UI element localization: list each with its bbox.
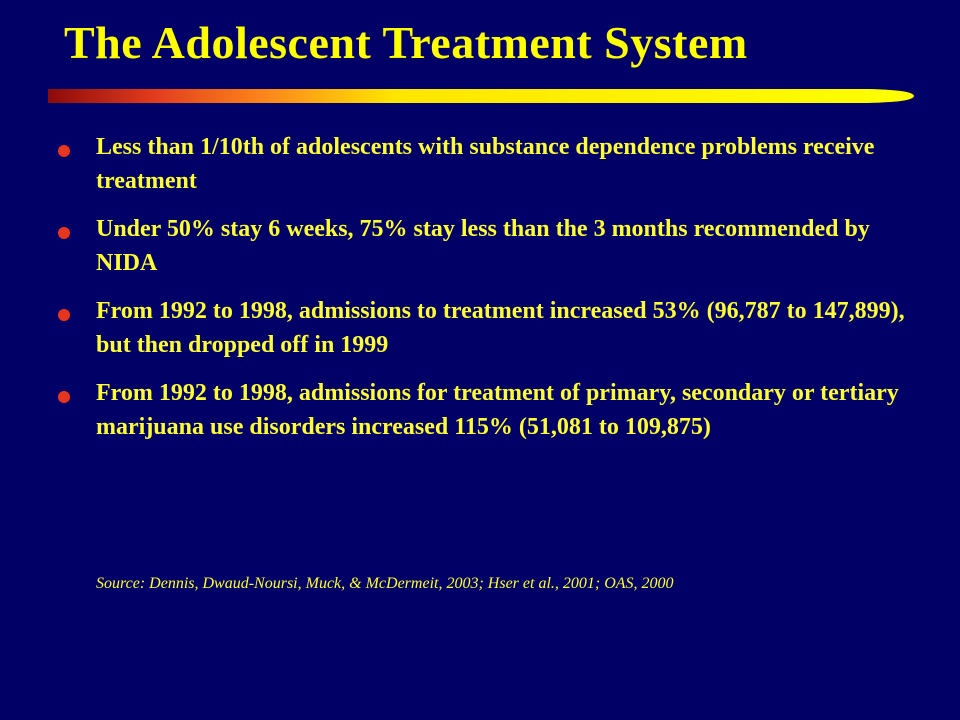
source-citation: Source: Dennis, Dwaud-Noursi, Muck, & Mc… <box>96 575 674 592</box>
bullet-dot-icon <box>58 227 70 239</box>
title-underline-bar <box>48 89 914 103</box>
bullet-item: From 1992 to 1998, admissions for treatm… <box>58 376 918 444</box>
bullet-dot-icon <box>58 391 70 403</box>
bullet-text: Under 50% stay 6 weeks, 75% stay less th… <box>96 216 870 276</box>
bullet-item: Less than 1/10th of adolescents with sub… <box>58 130 918 198</box>
bullet-text: From 1992 to 1998, admissions for treatm… <box>96 380 899 440</box>
bullet-list: Less than 1/10th of adolescents with sub… <box>58 130 918 458</box>
bullet-text: Less than 1/10th of adolescents with sub… <box>96 134 875 194</box>
slide-title: The Adolescent Treatment System <box>64 17 748 68</box>
bullet-dot-icon <box>58 309 70 321</box>
bullet-item: Under 50% stay 6 weeks, 75% stay less th… <box>58 212 918 280</box>
bullet-dot-icon <box>58 145 70 157</box>
bullet-text: From 1992 to 1998, admissions to treatme… <box>96 298 905 358</box>
bullet-item: From 1992 to 1998, admissions to treatme… <box>58 294 918 362</box>
